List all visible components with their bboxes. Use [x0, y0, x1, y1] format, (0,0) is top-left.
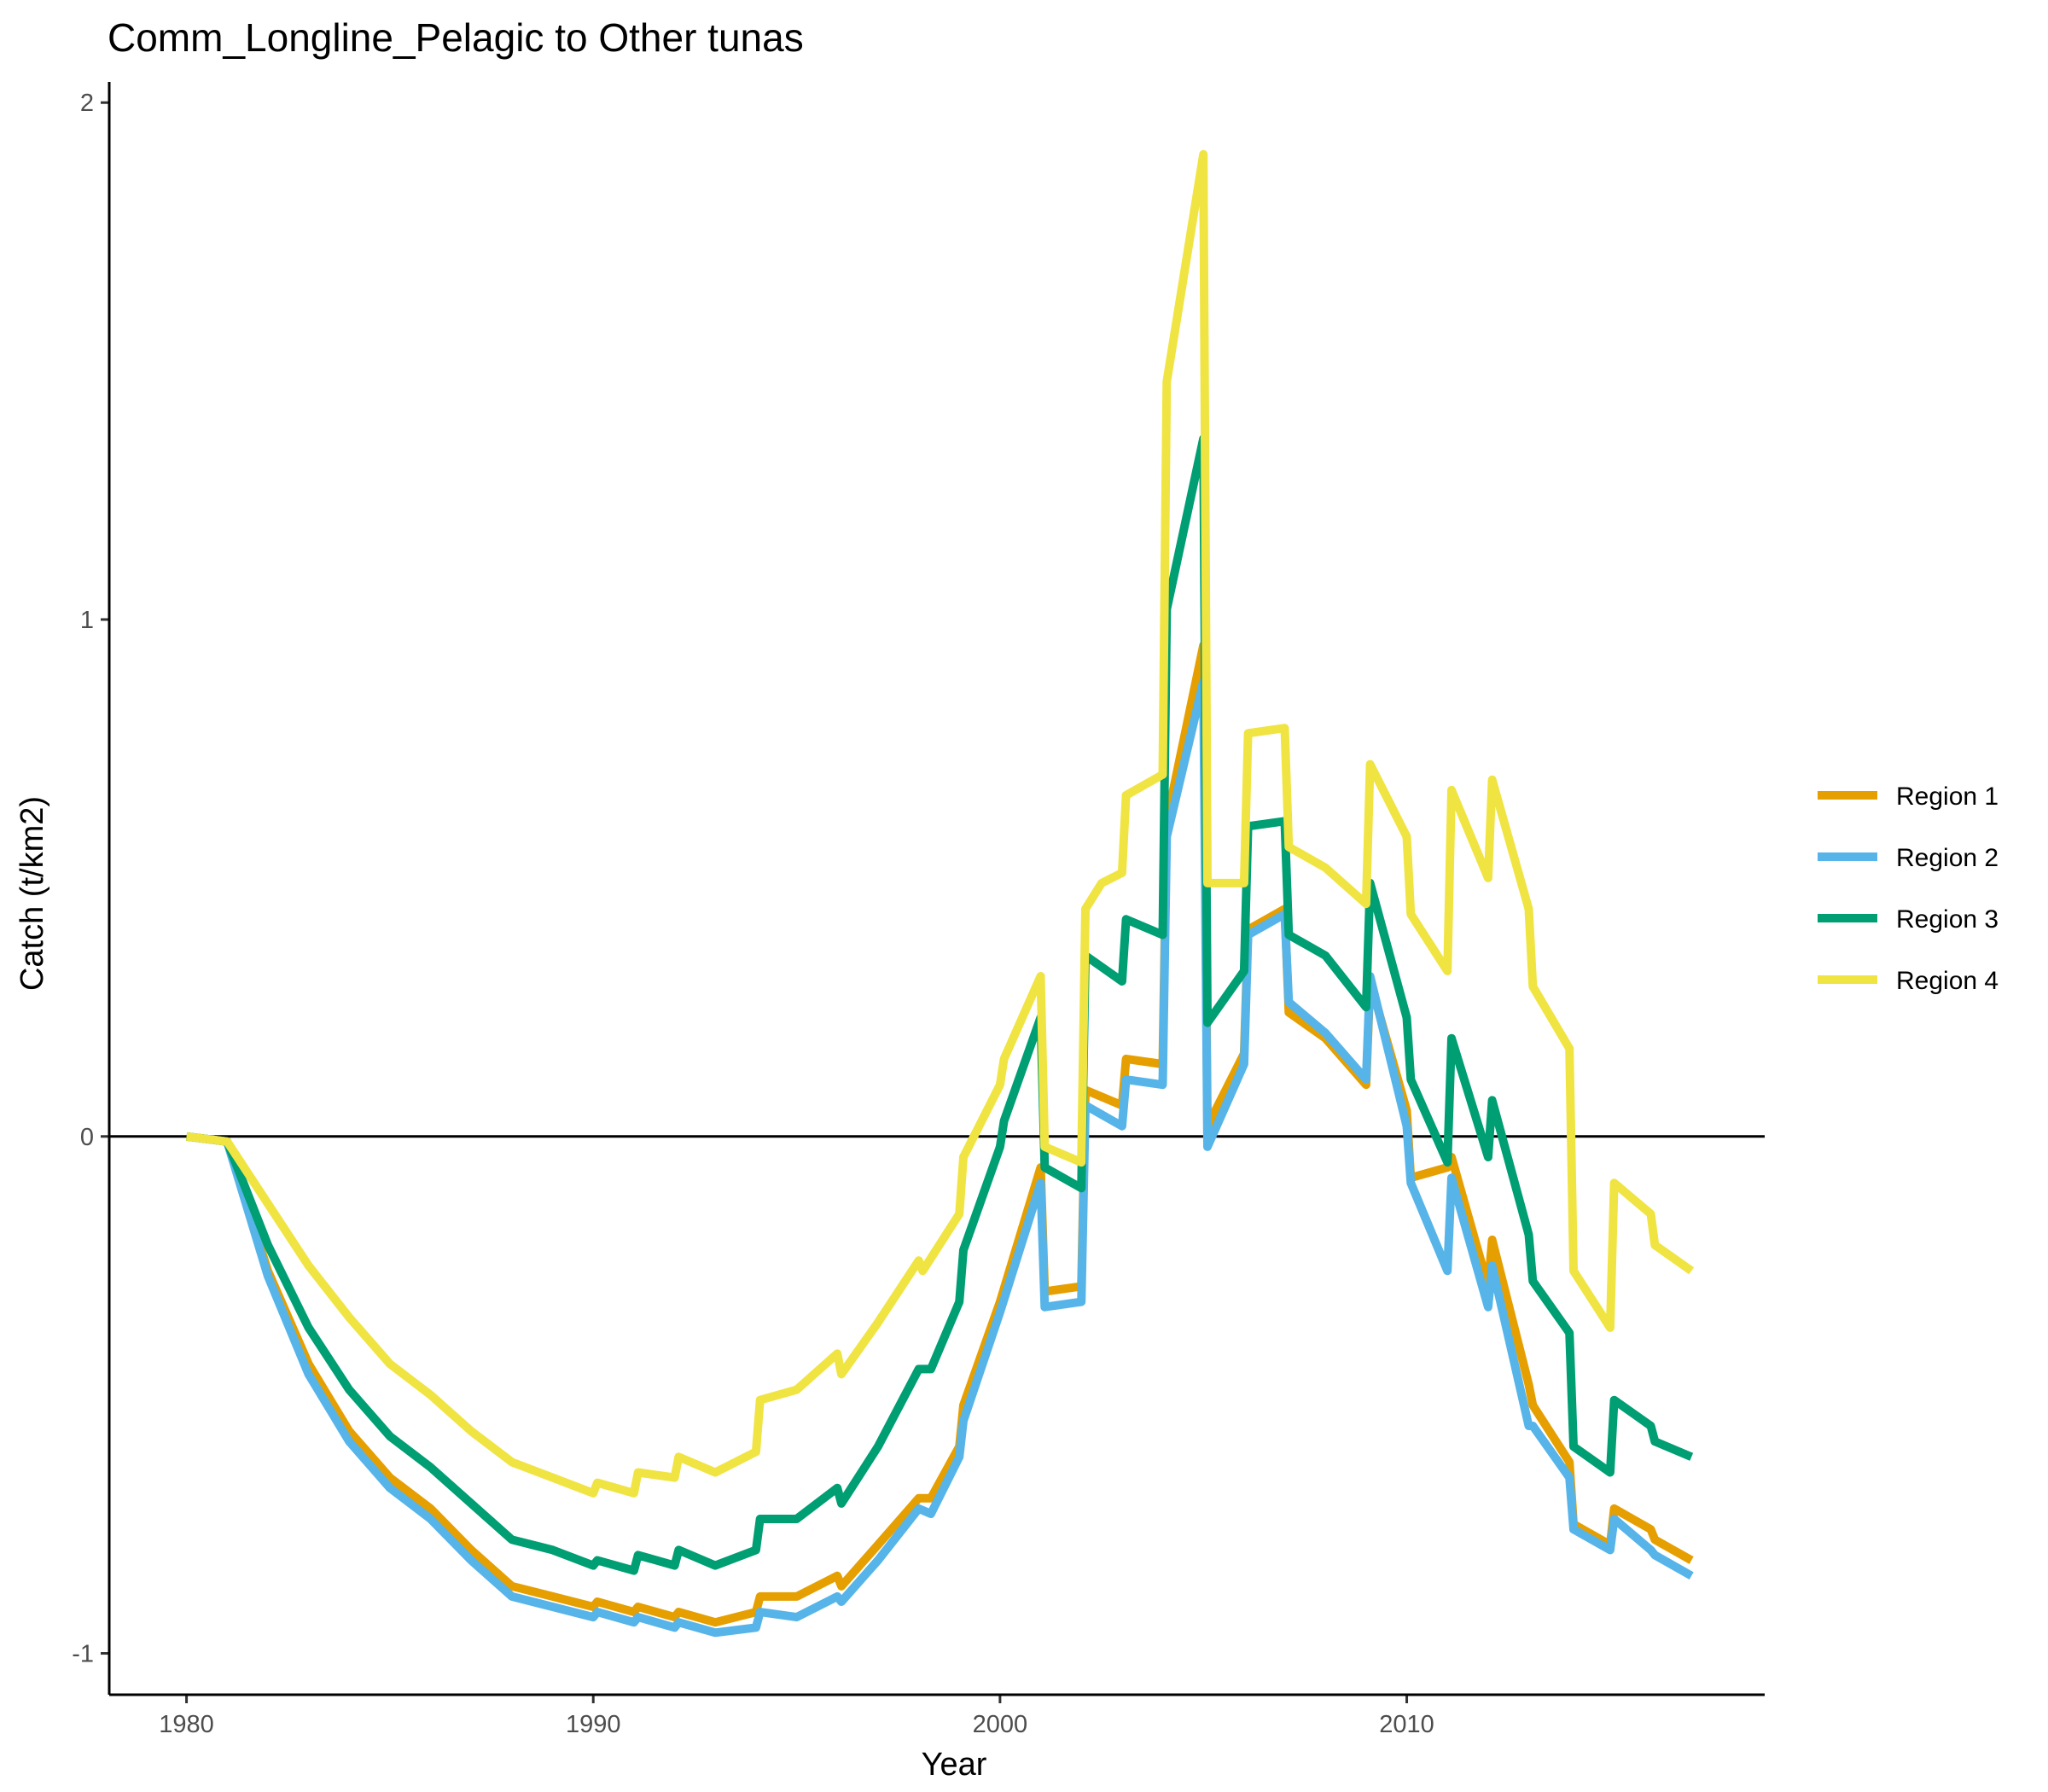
series-line-region-3: [185, 434, 1694, 1575]
x-tick-label: 2010: [1379, 1711, 1434, 1738]
legend: Region 1 Region 2 Region 3 Region 4: [1818, 783, 1999, 995]
legend-label-region-4: Region 4: [1896, 967, 1999, 995]
chart-title: Comm_Longline_Pelagic to Other tunas: [108, 15, 804, 60]
y-tick-label: 1: [80, 607, 94, 634]
legend-label-region-3: Region 3: [1896, 905, 1999, 934]
legend-label-region-2: Region 2: [1896, 844, 1999, 872]
y-axis-title: Catch (t/km2): [15, 796, 50, 991]
x-tick-label: 1990: [566, 1711, 621, 1738]
y-tick-label: 0: [80, 1124, 94, 1151]
y-tick-label: 2: [80, 90, 94, 117]
x-tick-label: 2000: [973, 1711, 1028, 1738]
series-line-region-4: [185, 149, 1695, 1498]
y-tick-label: -1: [72, 1641, 94, 1668]
series-line-region-1: [185, 641, 1694, 1627]
x-axis-title: Year: [922, 1747, 987, 1783]
y-axis-ticks: -1 0 1 2: [72, 90, 109, 1668]
series-line-region-2: [185, 677, 1694, 1638]
series-lines: [185, 149, 1695, 1638]
legend-label-region-1: Region 1: [1896, 783, 1999, 811]
x-axis-ticks: 1980 1990 2000 2010: [159, 1695, 1434, 1738]
x-tick-label: 1980: [159, 1711, 214, 1738]
